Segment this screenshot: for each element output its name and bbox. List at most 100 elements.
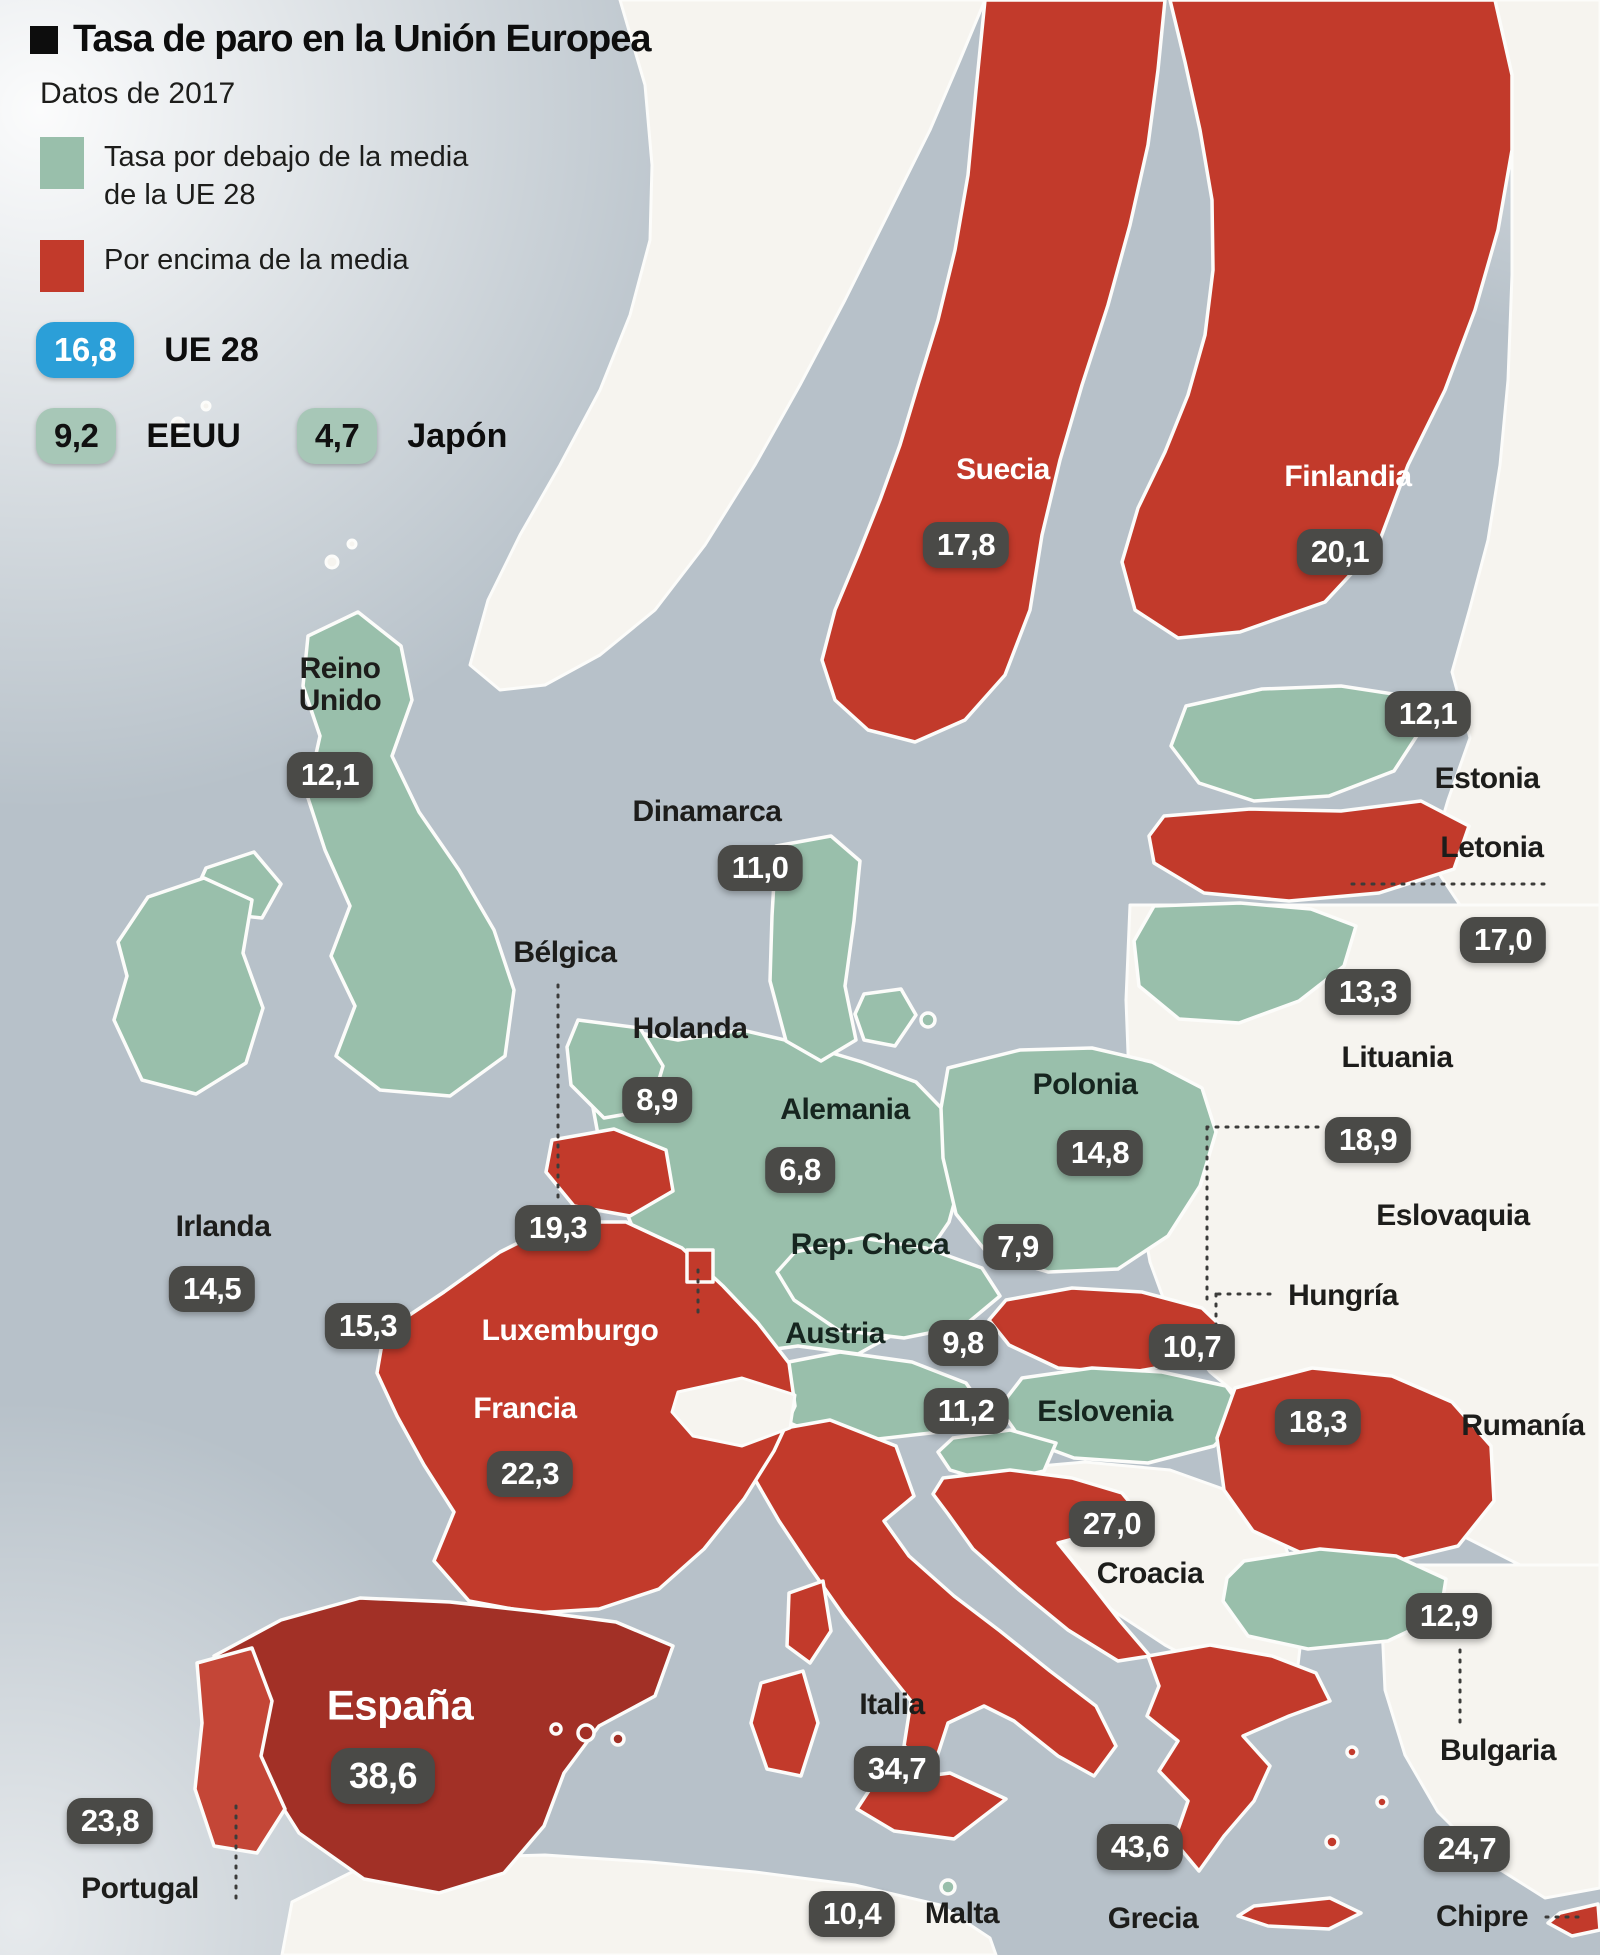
japon-value-badge: 4,7 [296, 408, 378, 465]
country-shape-lithuania [1132, 901, 1358, 1025]
country-label-francia: Francia [473, 1391, 577, 1425]
country-label-espana: España [326, 1681, 474, 1729]
country-shape-bulgaria [1221, 1547, 1448, 1651]
shetland-island-2 [346, 538, 358, 550]
value-badge-bulgaria: 12,9 [1405, 1593, 1493, 1639]
country-label-rep-checa: Rep. Checa [790, 1227, 950, 1261]
country-label-portugal: Portugal [81, 1871, 199, 1905]
country-label-estonia: Estonia [1434, 761, 1540, 795]
country-label-rumania: Rumanía [1461, 1408, 1585, 1442]
title-row: Tasa de paro en la Unión Europea [30, 18, 710, 61]
country-shape-malta [939, 1878, 957, 1896]
legend-item-above-average: Por encima de la media [40, 240, 710, 293]
eeuu-label: EEUU [146, 416, 241, 455]
country-shape-great-britain [301, 610, 516, 1098]
value-badge-hungria: 10,7 [1148, 1324, 1236, 1370]
country-shape-sardinia [749, 1669, 820, 1778]
value-badge-holanda: 8,9 [622, 1077, 692, 1123]
country-label-lituania: Lituania [1341, 1040, 1453, 1074]
country-label-dinamarca: Dinamarca [632, 794, 782, 828]
country-shape-spain [212, 1596, 675, 1895]
country-label-polonia: Polonia [1032, 1067, 1138, 1101]
country-shape-aegean-island-2 [1375, 1795, 1389, 1809]
country-shape-aegean-island-3 [1324, 1834, 1340, 1850]
country-label-italia: Italia [859, 1687, 925, 1721]
country-shape-estonia [1169, 684, 1422, 803]
value-badge-suecia: 17,8 [922, 522, 1010, 568]
country-label-croacia: Croacia [1096, 1556, 1204, 1590]
country-label-letonia: Letonia [1440, 830, 1544, 864]
legend: Tasa por debajo de la media de la UE 28 … [30, 137, 710, 293]
country-label-bulgaria: Bulgaria [1439, 1733, 1557, 1767]
country-shape-ibiza [549, 1722, 563, 1736]
country-shape-greece [1145, 1643, 1332, 1873]
legend-label-above-average: Por encima de la media [104, 244, 409, 277]
value-badge-reino-unido: 12,1 [286, 752, 374, 798]
value-badge-rep-checa: 7,9 [983, 1224, 1053, 1270]
country-label-irlanda: Irlanda [175, 1209, 271, 1243]
value-badge-luxemburgo: 15,3 [324, 1303, 412, 1349]
country-shape-switzerland [670, 1376, 797, 1448]
country-label-hungria: Hungría [1288, 1278, 1398, 1312]
legend-label-below-line2: de la UE 28 [104, 178, 256, 211]
faroe-island-1 [170, 416, 186, 432]
ue28-label: UE 28 [164, 330, 259, 369]
legend-item-below-average: Tasa por debajo de la media de la UE 28 [40, 137, 710, 214]
header: Tasa de paro en la Unión Europea Datos d… [30, 18, 710, 465]
value-badge-finlandia: 20,1 [1296, 529, 1384, 575]
ue28-value-badge: 16,8 [36, 322, 135, 379]
legend-label-below-average: Tasa por debajo de la media de la UE 28 [104, 137, 468, 214]
country-shape-portugal [193, 1646, 287, 1855]
country-shape-ireland [112, 876, 265, 1096]
country-label-alemania: Alemania [780, 1092, 910, 1126]
country-shape-belgium [544, 1127, 675, 1218]
country-label-eslovaquia: Eslovaquia [1376, 1198, 1530, 1232]
value-badge-eslovenia: 11,2 [923, 1388, 1009, 1434]
eeuu-value-badge: 9,2 [36, 408, 117, 465]
subtitle: Datos de 2017 [40, 77, 236, 110]
reference-row-world: 9,2 EEUU 4,7 Japón [36, 408, 710, 465]
value-badge-francia: 22,3 [486, 1451, 574, 1497]
legend-swatch-above-average [40, 240, 84, 293]
value-badge-espana: 38,6 [330, 1748, 436, 1804]
country-shape-mallorca [576, 1723, 596, 1743]
value-badge-alemania: 6,8 [765, 1147, 835, 1193]
value-badge-polonia: 14,8 [1056, 1130, 1144, 1176]
country-label-austria: Austria [785, 1316, 885, 1350]
legend-label-below-line1: Tasa por debajo de la media [104, 141, 469, 173]
value-badge-letonia: 17,0 [1459, 917, 1547, 963]
country-shape-bornholm [919, 1011, 937, 1029]
sea-glow-top-left [0, 0, 740, 810]
legend-swatch-below-average [40, 137, 84, 189]
shetland-island-1 [324, 554, 340, 570]
country-shape-menorca [610, 1731, 626, 1747]
value-badge-lituania: 13,3 [1324, 969, 1412, 1015]
country-label-malta: Malta [924, 1896, 1000, 1930]
reference-row-ue28: 16,8 UE 28 [36, 322, 710, 379]
country-shape-finland [1120, 0, 1514, 640]
country-shape-cyprus [1546, 1902, 1600, 1938]
country-label-suecia: Suecia [956, 452, 1050, 486]
value-badge-italia: 34,7 [853, 1746, 941, 1792]
value-badge-malta: 10,4 [808, 1891, 896, 1937]
title-square-icon [30, 25, 58, 54]
country-shape-hungary [997, 1366, 1248, 1465]
country-shape-corsica [785, 1579, 833, 1665]
japon-label: Japón [407, 416, 508, 455]
country-shape-norway [468, 0, 987, 692]
country-shape-italy [751, 1418, 1118, 1778]
page-title: Tasa de paro en la Unión Europea [73, 18, 652, 60]
value-badge-belgica: 19,3 [514, 1205, 602, 1251]
country-shape-luxembourg [685, 1248, 715, 1284]
country-label-holanda: Holanda [632, 1011, 748, 1045]
value-badge-portugal: 23,8 [66, 1798, 154, 1844]
country-shape-denmark [768, 834, 862, 1063]
country-label-belgica: Bélgica [513, 935, 617, 969]
value-badge-chipre: 24,7 [1423, 1826, 1511, 1872]
country-label-finlandia: Finlandia [1284, 459, 1412, 493]
value-badge-austria: 9,8 [928, 1320, 998, 1366]
value-badge-croacia: 27,0 [1068, 1501, 1156, 1547]
value-badge-dinamarca: 11,0 [717, 845, 803, 891]
country-label-luxemburgo: Luxemburgo [481, 1313, 659, 1347]
